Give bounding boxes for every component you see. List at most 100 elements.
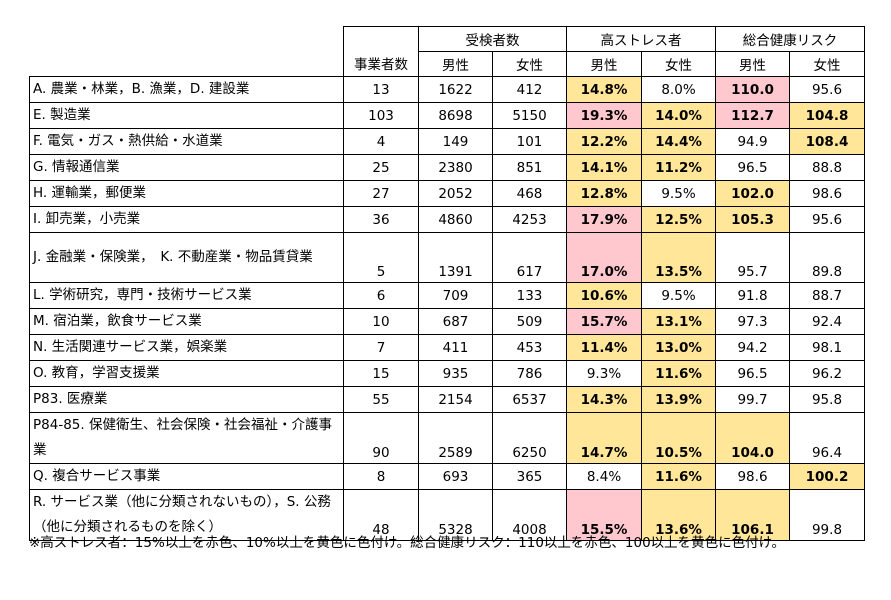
table-row: P83. 医療業 55 2154 6537 14.3% 13.9% 99.7 95.8 xyxy=(29,386,865,413)
establishments-cell: 7 xyxy=(343,334,419,361)
male-examinees-cell: 935 xyxy=(418,360,493,387)
health-risk-female-cell: 88.7 xyxy=(789,282,865,309)
high-stress-female-cell: 14.4% xyxy=(641,128,716,155)
high-stress-female-cell: 13.9% xyxy=(641,386,716,413)
health-risk-female-cell: 100.2 xyxy=(789,463,865,490)
health-risk-female-cell: 95.8 xyxy=(789,386,865,413)
table-row: E. 製造業 103 8698 5150 19.3% 14.0% 112.7 104.8 xyxy=(29,102,865,129)
header-row-top: 事業者数 受検者数 高ストレス者 総合健康リスク xyxy=(29,26,865,77)
female-examinees-cell: 851 xyxy=(492,154,567,181)
male-examinees-cell: 4860 xyxy=(418,206,493,233)
health-risk-header: 総合健康リスク xyxy=(715,26,865,52)
health-risk-female-cell: 96.2 xyxy=(789,360,865,387)
table-row: R. サービス業（他に分類されないもの），S. 公務（他に分類されるものを除く）… xyxy=(29,489,865,541)
industry-cell: R. サービス業（他に分類されないもの），S. 公務（他に分類されるものを除く） xyxy=(29,489,344,541)
industry-cell: P83. 医療業 xyxy=(29,386,344,413)
male-examinees-cell: 1622 xyxy=(418,76,493,103)
female-examinees-cell: 5150 xyxy=(492,102,567,129)
table-row: Q. 複合サービス事業 8 693 365 8.4% 11.6% 98.6 100.2 xyxy=(29,463,865,490)
health-risk-female-cell: 96.4 xyxy=(789,412,865,464)
female-examinees-cell: 101 xyxy=(492,128,567,155)
health-risk-female-cell: 98.1 xyxy=(789,334,865,361)
establishments-cell: 10 xyxy=(343,308,419,335)
health-risk-female-cell: 88.8 xyxy=(789,154,865,181)
health-risk-male-cell: 97.3 xyxy=(715,308,790,335)
table-row: G. 情報通信業 25 2380 851 14.1% 11.2% 96.5 88.8 xyxy=(29,154,865,181)
table-row: M. 宿泊業，飲食サービス業 10 687 509 15.7% 13.1% 97.3 92.4 xyxy=(29,308,865,335)
high-stress-male-cell: 10.6% xyxy=(566,282,642,309)
industry-cell: I. 卸売業，小売業 xyxy=(29,206,344,233)
high-stress-female-cell: 13.6% xyxy=(641,489,716,541)
establishments-cell: 103 xyxy=(343,102,419,129)
health-risk-male-cell: 112.7 xyxy=(715,102,790,129)
industry-cell: F. 電気・ガス・熱供給・水道業 xyxy=(29,128,344,155)
corner-cell-lower xyxy=(29,51,344,77)
health-risk-male-cell: 94.2 xyxy=(715,334,790,361)
high-stress-male-cell: 8.4% xyxy=(566,463,642,490)
table-row: O. 教育，学習支援業 15 935 786 9.3% 11.6% 96.5 96.2 xyxy=(29,360,865,387)
high-stress-male-cell: 17.0% xyxy=(566,232,642,283)
industry-cell: P84-85. 保健衛生、社会保険・社会福祉・介護事業 xyxy=(29,412,344,464)
health-risk-female-cell: 98.6 xyxy=(789,180,865,207)
footnote: ※高ストレス者：15%以上を赤色、10%以上を黄色に色付け。総合健康リスク：11… xyxy=(29,535,786,551)
high-stress-female-cell: 9.5% xyxy=(641,282,716,309)
female-examinees-cell: 468 xyxy=(492,180,567,207)
establishments-cell: 25 xyxy=(343,154,419,181)
high-stress-male-cell: 9.3% xyxy=(566,360,642,387)
health-risk-male-cell: 94.9 xyxy=(715,128,790,155)
health-risk-female-cell: 99.8 xyxy=(789,489,865,541)
male-examinees-cell: 2154 xyxy=(418,386,493,413)
high-stress-male-cell: 14.8% xyxy=(566,76,642,103)
table-row: F. 電気・ガス・熱供給・水道業 4 149 101 12.2% 14.4% 94.9 108… xyxy=(29,128,865,155)
high-stress-female-cell: 11.6% xyxy=(641,463,716,490)
industry-cell: N. 生活関連サービス業，娯楽業 xyxy=(29,334,344,361)
high-stress-male-cell: 14.1% xyxy=(566,154,642,181)
examinees-female-header: 女性 xyxy=(492,51,567,77)
table-row: L. 学術研究，専門・技術サービス業 6 709 133 10.6% 9.5% 91.8 88… xyxy=(29,282,865,309)
establishments-cell: 13 xyxy=(343,76,419,103)
industry-cell: H. 運輸業，郵便業 xyxy=(29,180,344,207)
establishments-cell: 36 xyxy=(343,206,419,233)
female-examinees-cell: 617 xyxy=(492,232,567,283)
male-examinees-cell: 411 xyxy=(418,334,493,361)
industry-cell: Q. 複合サービス事業 xyxy=(29,463,344,490)
high-stress-female-cell: 9.5% xyxy=(641,180,716,207)
high-stress-female-cell: 13.1% xyxy=(641,308,716,335)
establishments-cell: 4 xyxy=(343,128,419,155)
male-examinees-cell: 2052 xyxy=(418,180,493,207)
industry-cell: E. 製造業 xyxy=(29,102,344,129)
male-examinees-cell: 149 xyxy=(418,128,493,155)
health-risk-male-cell: 99.7 xyxy=(715,386,790,413)
female-examinees-cell: 509 xyxy=(492,308,567,335)
high-stress-female-cell: 11.6% xyxy=(641,360,716,387)
health-risk-male-header: 男性 xyxy=(715,51,790,77)
female-examinees-cell: 786 xyxy=(492,360,567,387)
high-stress-header: 高ストレス者 xyxy=(566,26,716,52)
industry-cell: A. 農業・林業，B. 漁業，D. 建設業 xyxy=(29,76,344,103)
male-examinees-cell: 2589 xyxy=(418,412,493,464)
industry-cell: G. 情報通信業 xyxy=(29,154,344,181)
header-row-sub: 男性 女性 男性 女性 男性 女性 xyxy=(29,51,865,77)
health-risk-female-cell: 92.4 xyxy=(789,308,865,335)
industry-cell: M. 宿泊業，飲食サービス業 xyxy=(29,308,344,335)
male-examinees-cell: 709 xyxy=(418,282,493,309)
high-stress-female-cell: 10.5% xyxy=(641,412,716,464)
table-body: A. 農業・林業，B. 漁業，D. 建設業 13 1622 412 14.8% 8.0% 1… xyxy=(29,76,865,541)
high-stress-female-cell: 11.2% xyxy=(641,154,716,181)
high-stress-male-cell: 12.2% xyxy=(566,128,642,155)
male-examinees-cell: 2380 xyxy=(418,154,493,181)
examinees-male-header: 男性 xyxy=(418,51,493,77)
health-risk-male-cell: 96.5 xyxy=(715,360,790,387)
male-examinees-cell: 8698 xyxy=(418,102,493,129)
high-stress-male-cell: 14.3% xyxy=(566,386,642,413)
establishments-cell: 90 xyxy=(343,412,419,464)
female-examinees-cell: 4253 xyxy=(492,206,567,233)
health-risk-female-header: 女性 xyxy=(789,51,865,77)
health-risk-male-cell: 95.7 xyxy=(715,232,790,283)
establishments-cell: 8 xyxy=(343,463,419,490)
health-risk-female-cell: 95.6 xyxy=(789,76,865,103)
female-examinees-cell: 412 xyxy=(492,76,567,103)
establishments-cell: 5 xyxy=(343,232,419,283)
table-row: P84-85. 保健衛生、社会保険・社会福祉・介護事業 90 2589 6250 14.… xyxy=(29,412,865,464)
health-risk-female-cell: 108.4 xyxy=(789,128,865,155)
